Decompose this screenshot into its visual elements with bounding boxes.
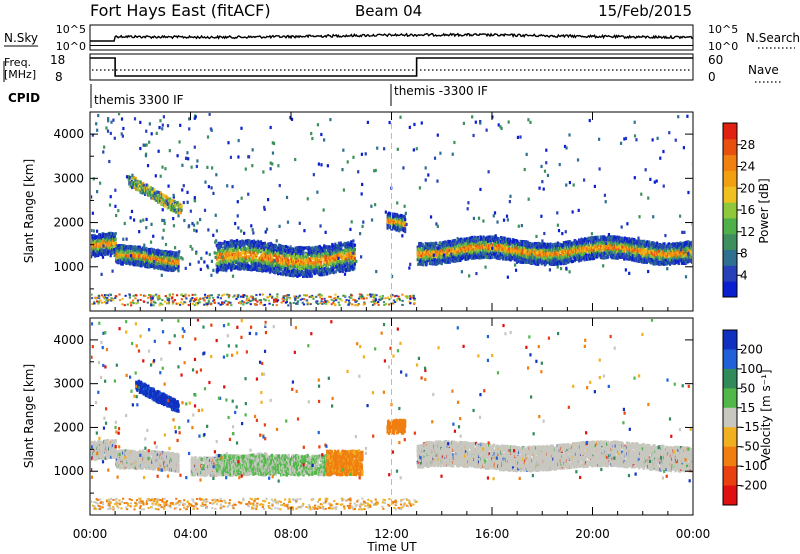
colorbar-swatch <box>723 349 737 370</box>
xtick-label: 00:00 <box>676 527 711 541</box>
velocity-colorbar: 200 100 50 15 -15 -50 -100 -200 <box>722 329 767 506</box>
xtick-label: 16:00 <box>475 527 510 541</box>
ytick-label: 1000 <box>53 464 84 478</box>
beam-label: Beam 04 <box>355 2 422 20</box>
colorbar-tick: 24 <box>740 160 755 174</box>
velocity-panel: 1000 2000 3000 4000 Slant Range [km] 200 100… <box>22 317 773 516</box>
freq-unit: [MHz] <box>4 68 36 81</box>
colorbar-tick: 12 <box>740 225 755 239</box>
colorbar-tick: -15 <box>740 420 760 434</box>
velocity-heatmap <box>91 319 692 514</box>
colorbar-tick: -200 <box>740 479 767 493</box>
power-ylabel: Slant Range [km] <box>22 159 36 263</box>
xtick-label: 12:00 <box>374 527 409 541</box>
ytick-label: 3000 <box>53 377 84 391</box>
colorbar-tick: -50 <box>740 440 760 454</box>
nsearch-tick-top: 10^5 <box>708 23 738 36</box>
colorbar-swatch <box>723 217 737 235</box>
xaxis-label: Time UT <box>366 540 417 554</box>
freq-tick-bottom: 8 <box>55 70 63 84</box>
colorbar-tick: 8 <box>740 247 748 261</box>
velocity-colorbar-label: Velocity [m s⁻¹] <box>759 369 773 462</box>
colorbar-swatch <box>723 330 737 350</box>
power-colorbar: 4 8 12 16 20 24 28 <box>722 122 755 298</box>
colorbar-swatch <box>723 388 737 409</box>
freq-panel: Freq. [MHz] 18 8 60 0 Nave <box>3 53 782 84</box>
plot-title: Fort Hays East (fitACF) <box>90 1 271 20</box>
xtick-label: 04:00 <box>173 527 208 541</box>
power-heatmap <box>91 113 692 310</box>
colorbar-tick: 50 <box>740 381 755 395</box>
colorbar-swatch <box>723 202 737 219</box>
ytick-label: 4000 <box>53 127 84 141</box>
colorbar-tick: 28 <box>740 138 755 152</box>
ytick-label: 4000 <box>53 333 84 347</box>
xtick-label: 20:00 <box>575 527 610 541</box>
colorbar-swatch <box>723 138 737 156</box>
velocity-ylabel: Slant Range [km] <box>22 364 36 468</box>
cpid-entry-1: themis 3300 IF <box>94 93 184 107</box>
colorbar-tick: -100 <box>740 459 767 473</box>
xtick-label: 00:00 <box>73 527 108 541</box>
colorbar-tick: 100 <box>740 362 763 376</box>
nsearch-tick-bottom: 10^0 <box>708 40 738 53</box>
colorbar-swatch <box>723 427 737 448</box>
colorbar-swatch <box>723 485 737 506</box>
ytick-label: 3000 <box>53 171 84 185</box>
colorbar-swatch <box>723 446 737 467</box>
colorbar-swatch <box>723 249 737 266</box>
cpid-label: CPID <box>8 91 40 105</box>
nave-label: Nave <box>748 63 779 77</box>
freq-step-line <box>90 57 693 77</box>
colorbar-swatch <box>723 265 737 282</box>
colorbar-tick: 200 <box>740 342 763 356</box>
power-colorbar-label: Power [dB] <box>757 178 771 243</box>
colorbar-swatch <box>723 466 737 487</box>
ytick-label: 1000 <box>53 260 84 274</box>
nsky-label: N.Sky <box>4 31 38 45</box>
time-axis: 00:00 04:00 08:00 12:00 16:00 20:00 00:00 <box>73 112 711 541</box>
colorbar-swatch <box>723 123 737 140</box>
ytick-label: 2000 <box>53 420 84 434</box>
colorbar-swatch <box>723 154 737 171</box>
power-panel: 1000 2000 3000 4000 Slant Range [km] 4 8 12 16… <box>22 111 771 312</box>
nave-tick-top: 60 <box>708 53 723 67</box>
colorbar-swatch <box>723 407 737 428</box>
colorbar-swatch <box>723 170 737 187</box>
colorbar-swatch <box>723 186 737 203</box>
freq-tick-top: 18 <box>50 53 65 67</box>
nsky-tick-bottom: 10^0 <box>56 40 86 53</box>
colorbar-swatch <box>723 368 737 389</box>
nsky-trace <box>90 32 694 46</box>
colorbar-tick: 20 <box>740 181 755 195</box>
date-label: 15/Feb/2015 <box>598 2 692 20</box>
ytick-label: 2000 <box>53 216 84 230</box>
nsearch-label: N.Search <box>746 31 800 45</box>
freq-label: Freq. <box>4 56 31 69</box>
nsky-panel: N.Sky 10^5 10^0 10^5 10^0 N.Search <box>4 23 800 53</box>
cpid-entry-2: themis -3300 IF <box>394 84 488 98</box>
colorbar-swatch <box>723 281 737 298</box>
nave-tick-bottom: 0 <box>708 70 716 84</box>
xtick-label: 08:00 <box>274 527 309 541</box>
colorbar-tick: 15 <box>740 401 755 415</box>
cpid-row: CPID themis 3300 IF themis -3300 IF <box>8 84 488 108</box>
colorbar-swatch <box>723 233 737 251</box>
nsky-tick-top: 10^5 <box>56 23 86 36</box>
colorbar-tick: 16 <box>740 203 755 217</box>
colorbar-tick: 4 <box>740 268 748 282</box>
